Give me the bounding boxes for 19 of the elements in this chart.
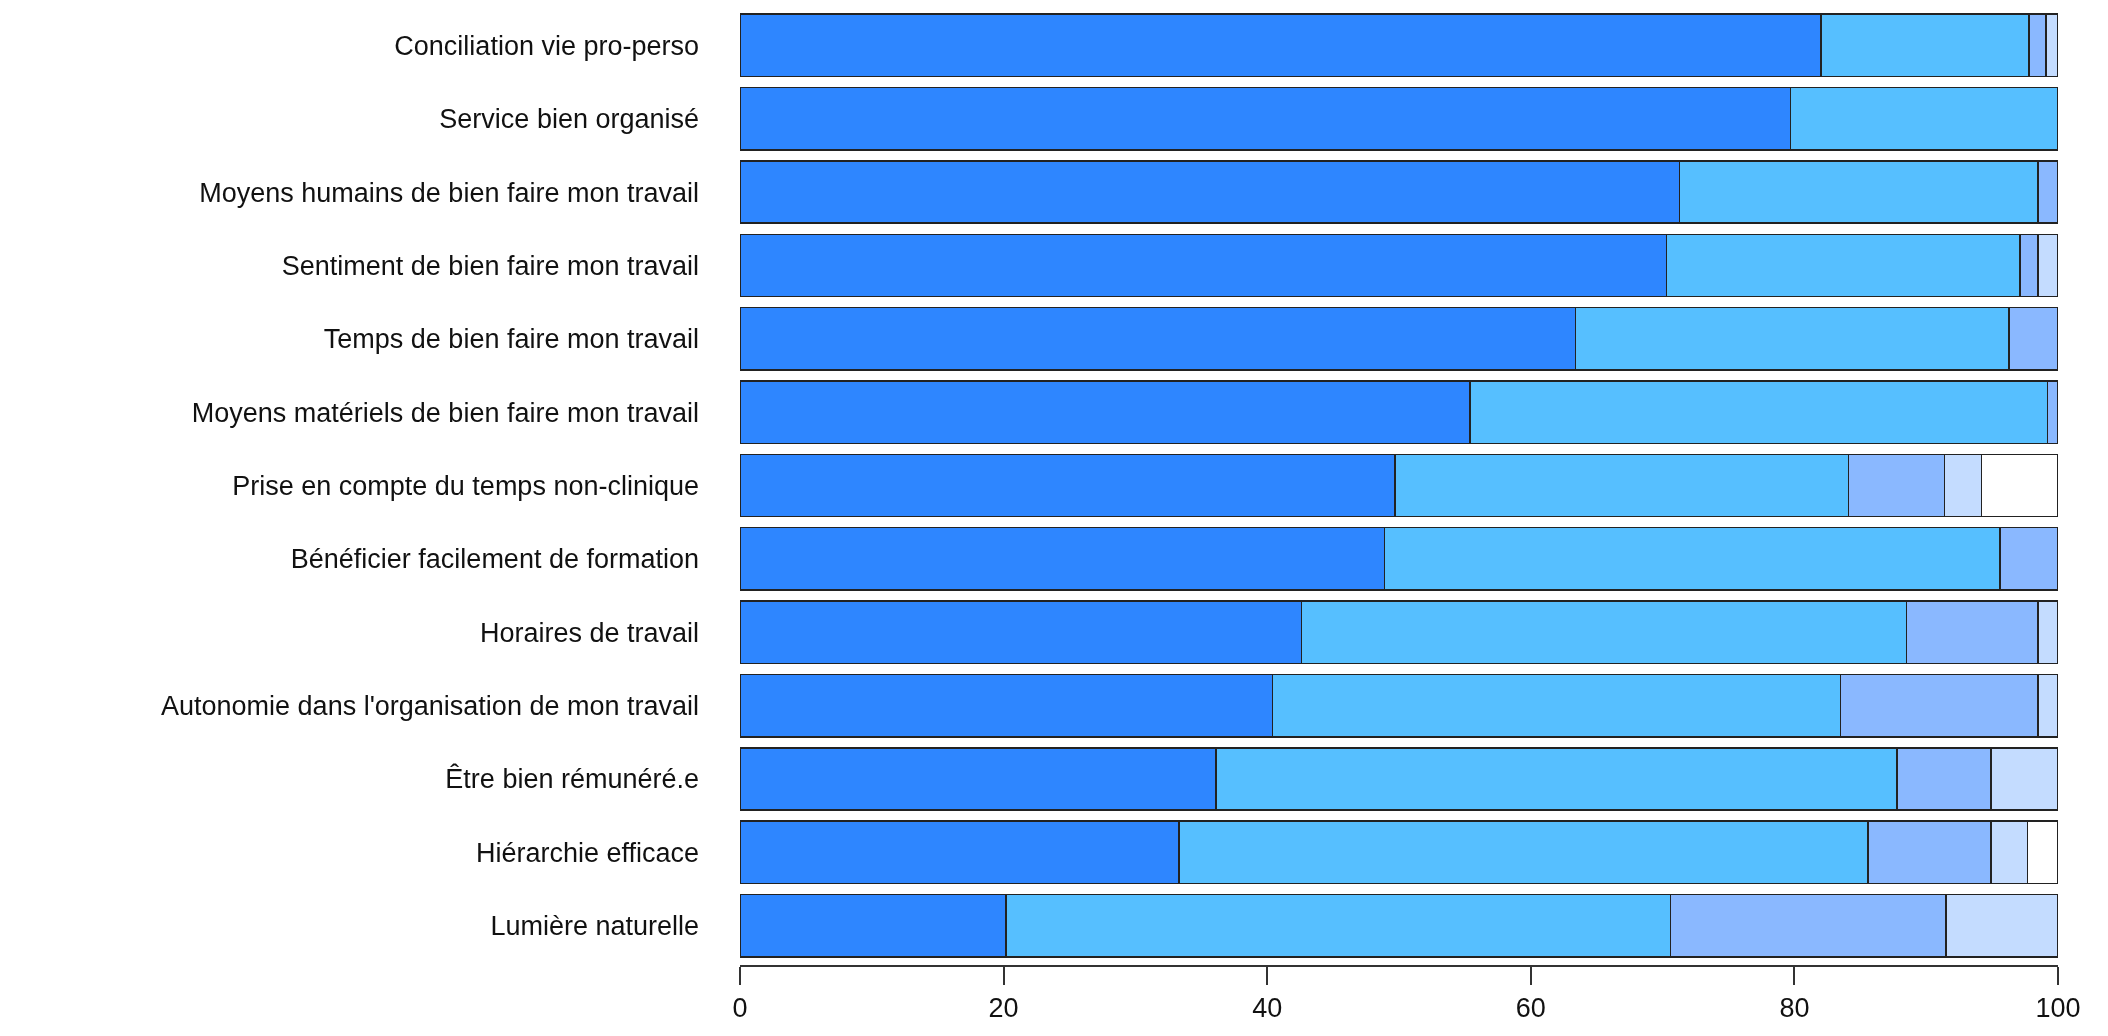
x-tick-label: 40 [1252, 993, 1283, 1024]
y-tick-label: Service bien organisé [439, 104, 699, 135]
y-tick-label: Lumière naturelle [490, 911, 699, 942]
y-tick-label: Horaires de travail [479, 617, 699, 648]
x-tick-label: 0 [732, 993, 748, 1024]
x-tick-label: 100 [2035, 993, 2081, 1024]
y-tick-label: Conciliation vie pro-perso [394, 30, 699, 61]
y-tick-label: Moyens humains de bien faire mon travail [199, 177, 699, 208]
y-tick-label: Sentiment de bien faire mon travail [281, 250, 699, 281]
y-tick-label: Bénéficier facilement de formation [290, 544, 699, 575]
y-tick-label: Moyens matériels de bien faire mon travail [191, 397, 699, 428]
y-tick-label: Autonomie dans l'organisation de mon travail [161, 691, 699, 722]
y-tick-label: Être bien rémunéré.e [445, 763, 699, 795]
x-tick-label: 20 [988, 993, 1019, 1024]
y-tick-label: Hiérarchie efficace [475, 837, 699, 868]
y-tick-label: Temps de bien faire mon travail [323, 324, 699, 355]
x-tick-label: 80 [1779, 993, 1810, 1024]
x-tick-label: 60 [1515, 993, 1546, 1024]
y-tick-label: Prise en compte du temps non-clinique [232, 470, 699, 501]
